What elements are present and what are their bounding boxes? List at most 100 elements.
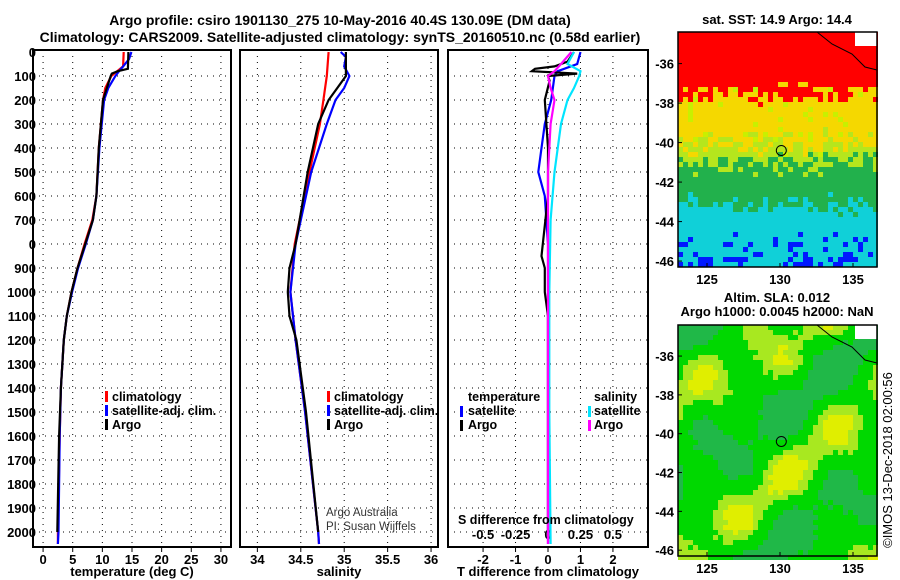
map-cell bbox=[873, 112, 878, 117]
map-cell bbox=[773, 42, 778, 47]
map-cell bbox=[768, 555, 773, 560]
map-cell bbox=[793, 42, 798, 47]
map-cell bbox=[688, 222, 693, 227]
map-cell bbox=[693, 485, 698, 490]
map-cell bbox=[848, 197, 853, 202]
map-cell bbox=[693, 167, 698, 172]
map-cell bbox=[693, 510, 698, 515]
map-cell bbox=[868, 490, 873, 495]
map-cell bbox=[828, 47, 833, 52]
map-cell bbox=[768, 122, 773, 127]
map-cell bbox=[713, 500, 718, 505]
map-cell bbox=[688, 390, 693, 395]
map-cell bbox=[728, 77, 733, 82]
map-cell bbox=[863, 47, 868, 52]
map-cell bbox=[808, 380, 813, 385]
map-cell bbox=[868, 510, 873, 515]
map-cell bbox=[738, 157, 743, 162]
map-cell bbox=[778, 107, 783, 112]
map-cell bbox=[728, 122, 733, 127]
map-cell bbox=[763, 510, 768, 515]
map-cell bbox=[783, 77, 788, 82]
map-cell bbox=[793, 142, 798, 147]
map-cell bbox=[793, 212, 798, 217]
map-cell bbox=[823, 390, 828, 395]
map-cell bbox=[828, 177, 833, 182]
map-cell bbox=[768, 172, 773, 177]
map-cell bbox=[803, 465, 808, 470]
map-cell bbox=[688, 535, 693, 540]
map-cell bbox=[818, 435, 823, 440]
map-cell bbox=[868, 237, 873, 242]
map-cell bbox=[823, 460, 828, 465]
map-cell bbox=[793, 147, 798, 152]
map-cell bbox=[683, 345, 688, 350]
map-cell bbox=[833, 102, 838, 107]
map-cell bbox=[798, 237, 803, 242]
map-cell bbox=[808, 365, 813, 370]
map-cell bbox=[848, 435, 853, 440]
map-cell bbox=[843, 465, 848, 470]
map-cell bbox=[683, 410, 688, 415]
map-cell bbox=[823, 510, 828, 515]
map-cell bbox=[788, 385, 793, 390]
map-cell bbox=[833, 72, 838, 77]
map-cell bbox=[713, 52, 718, 57]
map-cell bbox=[693, 350, 698, 355]
map-cell bbox=[808, 197, 813, 202]
map-cell bbox=[848, 445, 853, 450]
map-cell bbox=[768, 455, 773, 460]
map-cell bbox=[703, 480, 708, 485]
legend-argo: Argo bbox=[112, 418, 142, 432]
map-cell bbox=[693, 465, 698, 470]
map-cell bbox=[728, 535, 733, 540]
map-cell bbox=[738, 355, 743, 360]
map-cell bbox=[783, 410, 788, 415]
map-cell bbox=[773, 237, 778, 242]
map-cell bbox=[693, 340, 698, 345]
map-cell bbox=[758, 57, 763, 62]
map-cell bbox=[753, 47, 758, 52]
map-cell bbox=[743, 52, 748, 57]
map-cell bbox=[763, 340, 768, 345]
map-cell bbox=[693, 107, 698, 112]
map-cell bbox=[703, 122, 708, 127]
credit-line1: Argo Australia bbox=[326, 507, 398, 519]
map-cell bbox=[788, 77, 793, 82]
map-cell bbox=[703, 540, 708, 545]
map-cell bbox=[758, 132, 763, 137]
map-cell bbox=[743, 445, 748, 450]
map-cell bbox=[823, 525, 828, 530]
map-cell bbox=[713, 380, 718, 385]
map-cell bbox=[703, 530, 708, 535]
map-cell bbox=[773, 97, 778, 102]
map-cell bbox=[733, 345, 738, 350]
map-cell bbox=[808, 237, 813, 242]
map-cell bbox=[813, 370, 818, 375]
map-cell bbox=[813, 132, 818, 137]
map-cell bbox=[863, 72, 868, 77]
map-cell bbox=[823, 515, 828, 520]
map-cell bbox=[683, 167, 688, 172]
x-tick-label: -1 bbox=[510, 552, 522, 567]
map-cell bbox=[753, 460, 758, 465]
map-cell bbox=[733, 490, 738, 495]
map-cell bbox=[728, 415, 733, 420]
map-cell bbox=[753, 187, 758, 192]
lat-tick-label: -46 bbox=[655, 543, 674, 558]
map-cell bbox=[848, 485, 853, 490]
map-cell bbox=[858, 525, 863, 530]
map-cell bbox=[768, 157, 773, 162]
x-tick-label: 0 bbox=[39, 552, 46, 567]
map-cell bbox=[733, 455, 738, 460]
map-cell bbox=[763, 390, 768, 395]
map-cell bbox=[853, 500, 858, 505]
map-cell bbox=[778, 197, 783, 202]
map-cell bbox=[693, 142, 698, 147]
map-cell bbox=[733, 325, 738, 330]
map-cell bbox=[748, 465, 753, 470]
map-cell bbox=[853, 360, 858, 365]
map-cell bbox=[783, 350, 788, 355]
map-cell bbox=[713, 515, 718, 520]
map-cell bbox=[718, 262, 723, 267]
